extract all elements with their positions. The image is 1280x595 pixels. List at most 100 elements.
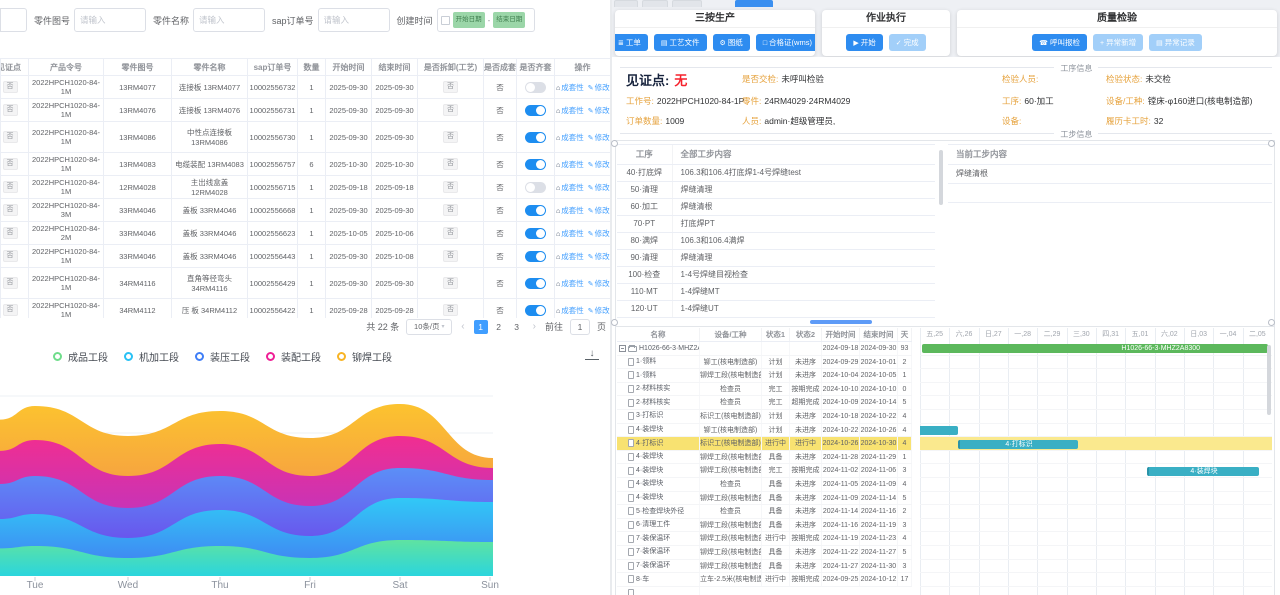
resize-handle-icon[interactable] [611,140,618,147]
gantt-task-row[interactable]: 4·打标识 标识工(核电制造部) 进行中 进行中 2024-10-26 2024-10-3… [617,437,912,451]
date-checkbox[interactable] [440,15,450,25]
page-size-select[interactable]: 10条/页 ▾ [406,318,453,335]
step-row[interactable]: 70·PT 打底焊PT [617,215,935,233]
ready-toggle[interactable] [525,131,546,143]
gantt-task-row[interactable]: 3·打标识 标识工(核电制造部) 计划 未进序 2024-10-18 2024-10-22… [617,409,912,424]
ready-toggle[interactable] [525,227,546,239]
gantt-task-row[interactable]: 1·领料 铆焊工段(核电制造部) 计划 未进序 2024-10-04 2024-10-05… [617,369,912,383]
part-drawing-input[interactable] [74,8,147,32]
gantt-task-row[interactable]: 2·材料核实 检查员 完工 按期完成 2024-10-10 2024-10-10 0 [617,382,912,397]
ready-toggle[interactable] [525,104,546,116]
开始-button[interactable]: ▶ 开始 [846,33,883,51]
goto-page-input[interactable] [569,318,590,335]
kit-link[interactable]: 成套性 [561,205,584,215]
resize-handle-icon[interactable] [611,319,618,326]
download-icon[interactable]: ↓ [585,349,599,360]
sap-order-input[interactable] [317,8,390,32]
ready-toggle[interactable] [525,250,546,262]
table-row[interactable]: 否 2022HPCH1020-84-1M 13RM4083 电缆装配 13RM4083… [0,152,610,176]
ready-toggle[interactable] [525,181,546,193]
modify-record-link[interactable]: 修改记录 [594,159,610,169]
异常新增-button[interactable]: + 异常新增 [1093,33,1144,51]
page-number-3[interactable]: 3 [514,321,519,332]
gantt-task-bar[interactable]: 4·打标识 [958,439,1078,449]
gantt-task-row[interactable]: 7·装保温环 铆焊工段(核电制造部) 具备 未进序 2024-11-27 2024-11-… [617,559,912,574]
step-row[interactable]: 40·打底焊 106.3和106.4打底焊1-4号焊缝test [617,164,935,182]
kit-link[interactable]: 成套性 [561,105,584,115]
gantt-task-row[interactable]: 4·装焊块 铆工(核电制造部) 计划 未进序 2024-10-22 2024-10-26 4 [617,423,912,438]
kit-link[interactable]: 成套性 [561,159,584,169]
step-row[interactable]: 120·UT 1-4焊缝UT [617,300,935,318]
modify-record-link[interactable]: 修改记录 [594,105,610,115]
table-row[interactable]: 否 2022HPCH1020-84-1M 13RM4076 连接板 13RM4076 1… [0,98,610,122]
step-row[interactable]: 110·MT 1-4焊缝MT [617,283,935,301]
ready-toggle[interactable] [525,304,546,316]
gantt-task-row[interactable]: 2·材料核实 检查员 完工 超期完成 2024-10-09 2024-10-14 5 [617,396,912,410]
step-row[interactable]: 100·检查 1-4号焊缝目视检查 [617,266,935,284]
legend-item-1[interactable]: 成品工段 [53,349,108,364]
gantt-task-row[interactable]: 8·车 立车-2.5米(核电制造部)进行中按期完成2024-09-252024-1… [617,573,912,587]
gantt-task-row[interactable]: 7·装保温环 铆焊工段(核电制造部) 进行中 按期完成 2024-11-19 2024-1… [617,532,912,546]
gantt-task-row[interactable]: 4·装焊块 铆焊工段(核电制造部) 完工 按期完成 2024-11-02 2024-11-… [617,464,912,478]
kit-link[interactable]: 成套性 [561,228,584,238]
gantt-task-row[interactable]: 6·清理工件 铆焊工段(核电制造部) 具备 未进序 2024-11-16 2024-11-… [617,518,912,533]
part-name-input[interactable] [193,8,266,32]
modify-record-link[interactable]: 修改记录 [594,82,610,92]
table-row[interactable]: 否 2022HPCH1020-84-2M 33RM4046 盖板 33RM4046 10… [0,221,610,245]
gantt-task-bar[interactable] [920,425,958,435]
工艺文件-button[interactable]: ▤ 工艺文件 [653,33,707,51]
kit-link[interactable]: 成套性 [561,182,584,192]
gantt-task-row[interactable]: H1026-66-3·MHZ2A8300 2024-09-182024-09-30… [617,342,912,356]
tab-active[interactable] [735,0,773,7]
modify-record-link[interactable]: 修改记录 [594,132,610,142]
kit-link[interactable]: 成套性 [561,132,584,142]
合格证(wms)-button[interactable]: □ 合格证(wms) [755,33,815,51]
collapse-icon[interactable] [619,344,626,352]
table-row[interactable]: 否 2022HPCH1020-84-1M 34RM4116 直角等径弯头 34RM41… [0,267,610,299]
kit-link[interactable]: 成套性 [561,305,584,315]
table-row[interactable]: 否 2022HPCH1020-84-1M 13RM4086 中性点连接板 13RM40… [0,121,610,153]
step-row[interactable]: 50·清理 焊缝清理 [617,181,935,199]
gantt-task-row[interactable]: 7·装保温环 铆焊工段(核电制造部) 具备 未进序 2024-11-22 2024-11-… [617,545,912,560]
steps-col-process[interactable]: 工序 [617,145,673,165]
modify-record-link[interactable]: 修改记录 [594,205,610,215]
tab-stub-1[interactable] [614,0,638,7]
modify-record-link[interactable]: 修改记录 [594,305,610,315]
完成-button[interactable]: ✓ 完成 [888,33,926,51]
gantt-task-row[interactable]: 4·装焊块 检查员 具备 未进序 2024-11-05 2024-11-09 4 [617,477,912,492]
呼叫报检-button[interactable]: ☎ 呼叫报检 [1032,33,1087,51]
ready-toggle[interactable] [525,81,546,93]
异常记录-button[interactable]: ▤ 异常记录 [1149,33,1202,51]
steps-horizontal-scrollbar[interactable] [810,320,872,324]
table-row[interactable]: 否 2022HPCH1020-84-1M 13RM4077 连接板 13RM4077 1… [0,75,610,99]
step-row[interactable]: 80·满焊 106.3和106.4满焊 [617,232,935,250]
legend-item-2[interactable]: 机加工段 [124,349,179,364]
date-range-picker[interactable]: 开始日期 - 结束日期 [436,8,535,32]
ready-toggle[interactable] [525,204,546,216]
工单-button[interactable]: ≣ 工单 [615,33,648,51]
table-row[interactable]: 否 2022HPCH1020-84-3M 33RM4046 盖板 33RM4046 10… [0,198,610,222]
cropped-filter-input[interactable] [0,8,27,32]
gantt-task-row[interactable]: 1·领料 铆工(核电制造部) 计划 未进序 2024-09-29 2024-10-01 2 [617,355,912,370]
page-number-1[interactable]: 1 [473,319,488,334]
gantt-task-bar[interactable]: 4·装焊块 [1147,466,1259,476]
legend-item-3[interactable]: 装压工段 [195,349,250,364]
table-row[interactable]: 否 2022HPCH1020-84-1M 34RM4112 压 板 34RM4112 1… [0,298,610,318]
图纸-button[interactable]: ⚙ 图纸 [712,33,750,51]
table-row[interactable]: 否 2022HPCH1020-84-1M 33RM4046 盖板 33RM4046 10… [0,244,610,268]
resize-handle-icon[interactable] [1268,319,1275,326]
gantt-task-row[interactable]: 4·装焊块 铆焊工段(核电制造部) 具备 未进序 2024-11-28 2024-11-2… [617,450,912,465]
step-row[interactable]: 90·清理 焊缝清理 [617,249,935,267]
kit-link[interactable]: 成套性 [561,278,584,288]
kit-link[interactable]: 成套性 [561,82,584,92]
gantt-vertical-scrollbar[interactable] [1267,345,1271,415]
ready-toggle[interactable] [525,158,546,170]
gantt-task-row[interactable]: 4·装焊块 铆焊工段(核电制造部) 具备 未进序 2024-11-09 2024-11-1… [617,491,912,506]
modify-record-link[interactable]: 修改记录 [594,251,610,261]
modify-record-link[interactable]: 修改记录 [594,228,610,238]
step-row[interactable]: 60·加工 焊缝清根 [617,198,935,216]
kit-link[interactable]: 成套性 [561,251,584,261]
date-end-field[interactable]: 结束日期 [493,12,526,28]
steps-vertical-scrollbar[interactable] [939,150,943,205]
gantt-project-bar[interactable]: H1026-66-3·MHZ2A8300 [922,344,1268,354]
